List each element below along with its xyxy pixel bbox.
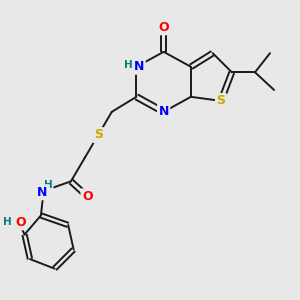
Text: N: N [158,105,169,118]
Text: O: O [158,21,169,34]
Text: H: H [3,217,12,227]
Text: S: S [94,128,103,142]
Text: O: O [15,216,26,229]
Text: H: H [124,60,133,70]
Text: N: N [134,60,144,73]
Text: N: N [37,186,47,199]
Text: H: H [44,180,53,190]
Text: S: S [216,94,225,107]
Text: O: O [82,190,93,203]
